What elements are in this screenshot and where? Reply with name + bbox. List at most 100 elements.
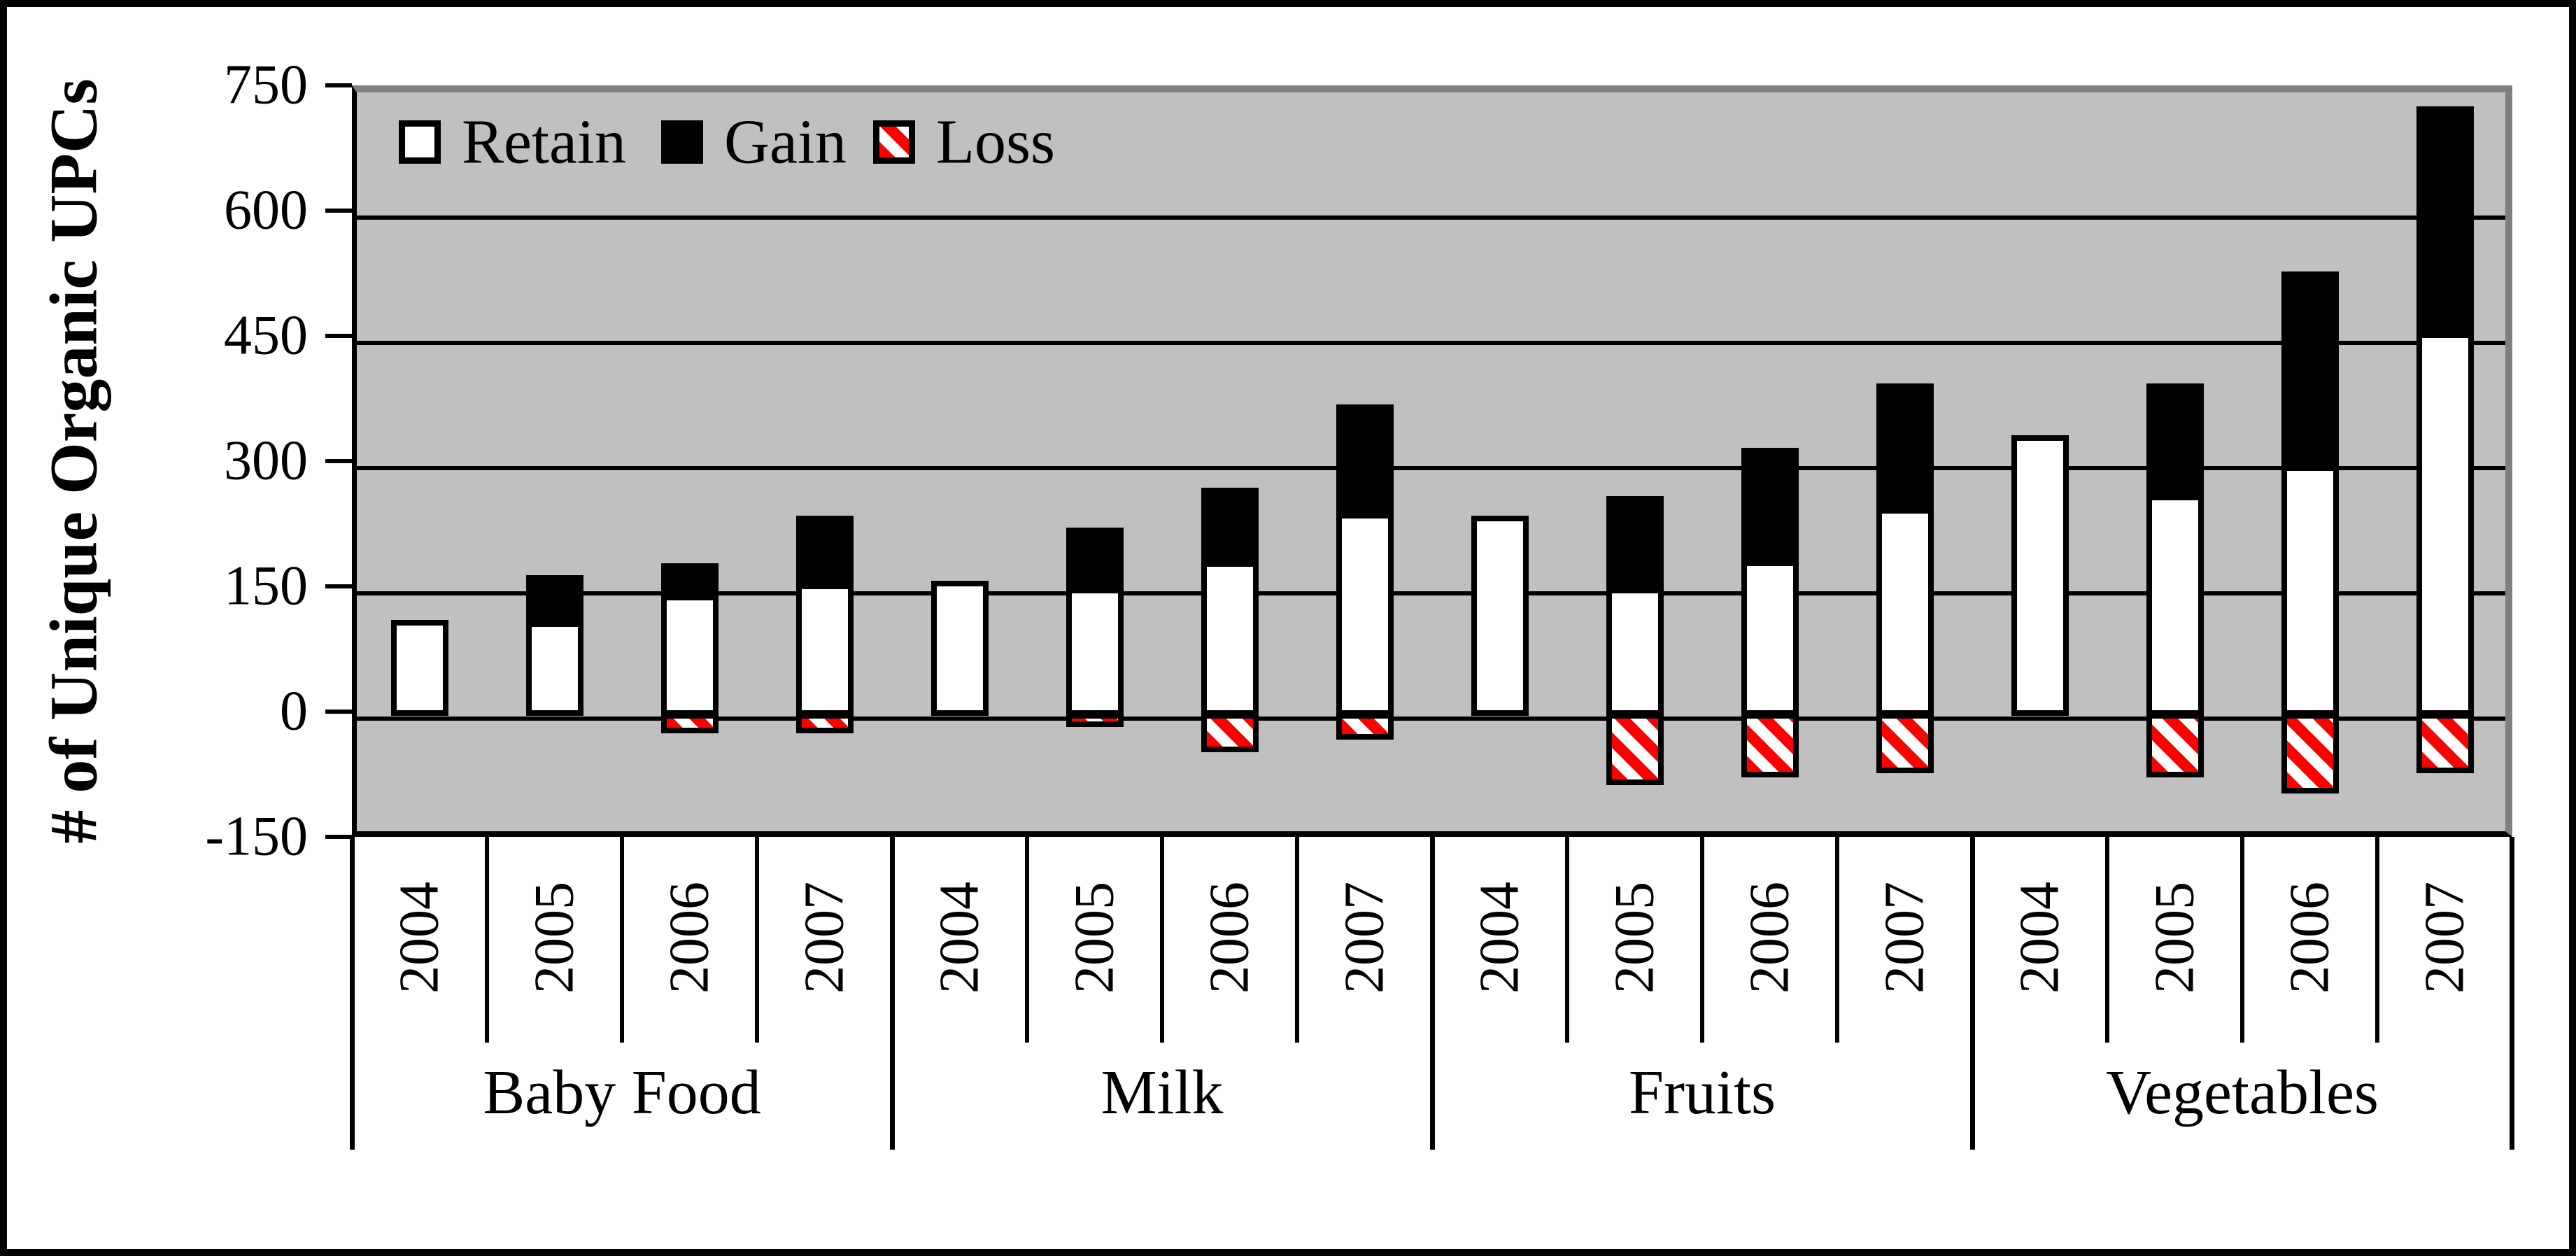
- x-tick-label-year: 2007: [2414, 882, 2475, 994]
- category-label: Fruits: [1628, 1058, 1776, 1127]
- x-tick-label-year: 2007: [1874, 882, 1935, 994]
- bar-segment-retain: [2011, 435, 2069, 716]
- bar-segment-retain: [1336, 512, 1394, 716]
- category-label: Vegetables: [2106, 1058, 2379, 1127]
- bar-segment-retain: [525, 621, 583, 716]
- x-tick-label-year: 2005: [523, 882, 585, 994]
- bar-segment-gain: [2281, 271, 2339, 471]
- bar-segment-retain: [1606, 588, 1664, 716]
- bar-segment-loss: [1741, 713, 1799, 777]
- legend-label-retain: Retain: [462, 107, 626, 177]
- y-tick-0: [325, 710, 352, 714]
- bar-segment-retain: [1876, 507, 1934, 716]
- x-tick-label-year: 2004: [2009, 882, 2070, 994]
- y-tick-label-750: 750: [224, 54, 308, 116]
- y-tick-600: [325, 209, 352, 213]
- y-tick--150: [325, 835, 352, 839]
- bar-segment-gain: [1606, 496, 1664, 594]
- legend-swatch-gain: [661, 120, 703, 164]
- bar-segment-retain: [390, 619, 448, 716]
- bar-segment-retain: [795, 584, 854, 716]
- year-separator: [1025, 837, 1029, 1043]
- y-tick-label-300: 300: [224, 430, 308, 492]
- bar-segment-loss: [660, 713, 719, 734]
- y-tick-150: [325, 584, 352, 588]
- category-label: Milk: [1101, 1058, 1224, 1127]
- legend-label-loss: Loss: [936, 107, 1056, 177]
- y-axis-title: # of Unique Organic UPCs: [36, 78, 111, 844]
- bar-segment-loss: [1066, 713, 1124, 727]
- gridline-300: [357, 466, 2505, 470]
- y-tick-label-150: 150: [224, 555, 308, 617]
- x-tick-label-year: 2005: [1604, 882, 1665, 994]
- bar-segment-loss: [795, 713, 854, 734]
- bar-segment-loss: [1201, 713, 1259, 752]
- x-tick-label-year: 2006: [658, 882, 720, 994]
- category-separator: [890, 837, 895, 1150]
- y-tick-label-0: 0: [280, 680, 308, 742]
- y-tick-label--150: -150: [205, 805, 308, 868]
- bar-segment-gain: [660, 563, 719, 600]
- year-separator: [1700, 837, 1704, 1043]
- year-separator: [485, 837, 489, 1043]
- bar-segment-gain: [1876, 383, 1934, 514]
- legend-swatch-retain: [399, 120, 441, 164]
- x-tick-label-year: 2004: [1469, 882, 1530, 994]
- bar-segment-loss: [2146, 713, 2204, 777]
- year-separator: [1160, 837, 1164, 1043]
- year-separator: [620, 837, 624, 1043]
- year-separator: [755, 837, 759, 1043]
- bar-segment-gain: [1741, 447, 1799, 566]
- bar-segment-loss: [1876, 713, 1934, 773]
- bar-segment-retain: [1741, 560, 1799, 716]
- bar-segment-retain: [2281, 465, 2339, 716]
- x-tick-label-year: 2007: [793, 882, 855, 994]
- bar-segment-retain: [660, 594, 719, 716]
- bar-segment-gain: [2146, 383, 2204, 500]
- bar-segment-retain: [930, 580, 989, 716]
- bar-segment-gain: [1201, 488, 1259, 567]
- y-tick-300: [325, 459, 352, 463]
- year-separator: [2240, 837, 2244, 1043]
- bar-segment-gain: [2416, 106, 2474, 339]
- gridline-0: [357, 717, 2505, 721]
- gridline-600: [357, 216, 2505, 220]
- bar-segment-retain: [2416, 332, 2474, 716]
- x-tick-label-year: 2006: [1739, 882, 1800, 994]
- y-tick-750: [325, 83, 352, 87]
- bar-segment-retain: [1201, 561, 1259, 716]
- category-separator: [2510, 837, 2514, 1150]
- x-tick-label-year: 2007: [1333, 882, 1395, 994]
- gridline-150: [357, 591, 2505, 595]
- bar-segment-gain: [1336, 404, 1394, 518]
- year-separator: [1835, 837, 1839, 1043]
- category-separator: [350, 837, 355, 1150]
- x-tick-label-year: 2006: [2279, 882, 2340, 994]
- year-separator: [2375, 837, 2379, 1043]
- bar-segment-loss: [2281, 713, 2339, 794]
- year-separator: [1295, 837, 1299, 1043]
- x-tick-label-year: 2005: [2144, 882, 2205, 994]
- category-label: Baby Food: [483, 1058, 761, 1127]
- bar-segment-gain: [525, 575, 583, 628]
- bar-segment-loss: [2416, 713, 2474, 773]
- y-tick-label-450: 450: [224, 304, 308, 367]
- x-tick-label-year: 2004: [388, 882, 450, 994]
- year-separator: [2105, 837, 2109, 1043]
- category-separator: [1970, 837, 1975, 1150]
- legend-swatch-loss: [873, 120, 915, 164]
- x-tick-label-year: 2004: [928, 882, 990, 994]
- bar-segment-retain: [2146, 494, 2204, 716]
- y-tick-450: [325, 334, 352, 338]
- y-tick-label-600: 600: [224, 179, 308, 241]
- bar-segment-retain: [1471, 515, 1529, 716]
- gridline-450: [357, 341, 2505, 345]
- bar-segment-retain: [1066, 588, 1124, 716]
- bar-segment-gain: [795, 515, 854, 590]
- legend-label-gain: Gain: [724, 107, 847, 177]
- bar-segment-loss: [1606, 713, 1664, 786]
- bar-segment-gain: [1066, 528, 1124, 594]
- x-tick-label-year: 2005: [1063, 882, 1125, 994]
- year-separator: [1565, 837, 1569, 1043]
